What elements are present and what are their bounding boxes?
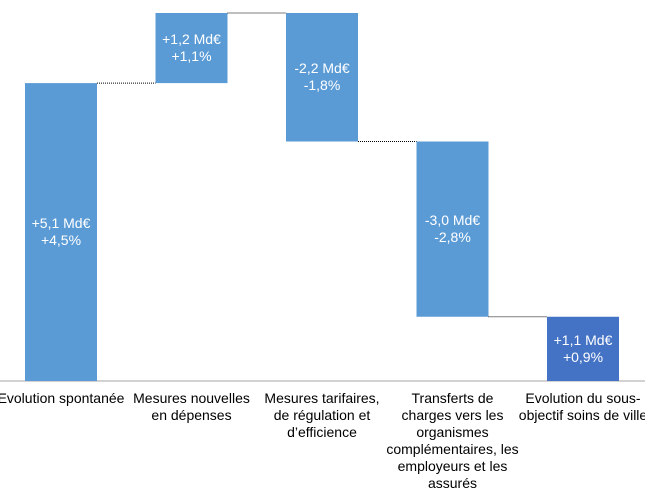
bar xyxy=(416,141,489,317)
rate-label: -2,8% xyxy=(434,229,471,246)
rate-label: +4,5% xyxy=(40,232,82,249)
x-tick-label: Mesures tarifaires, de régulation et d’e… xyxy=(264,390,380,440)
rate-label: +1,1% xyxy=(171,48,212,65)
x-tick-label: Mesures nouvelles en dépenses xyxy=(133,390,250,423)
bar xyxy=(547,316,619,381)
x-tick-label: Evolution spontanée xyxy=(0,390,125,406)
bar xyxy=(155,13,228,84)
bar xyxy=(25,83,97,381)
value-label: +1,1 Md€ xyxy=(553,331,613,348)
value-label: +5,1 Md€ xyxy=(31,215,91,232)
value-label: +1,2 Md€ xyxy=(162,31,221,48)
rate-label: -1,8% xyxy=(303,77,341,94)
value-label: -2,2 Md€ xyxy=(294,60,350,77)
bar xyxy=(286,13,358,142)
x-tick-label: Transferts de charges vers les organisme… xyxy=(386,390,519,491)
rate-label: +0,9% xyxy=(562,348,604,365)
value-label: -3,0 Md€ xyxy=(424,212,481,229)
x-tick-label: Evolution du sous-objectif soins de vill… xyxy=(518,390,645,423)
